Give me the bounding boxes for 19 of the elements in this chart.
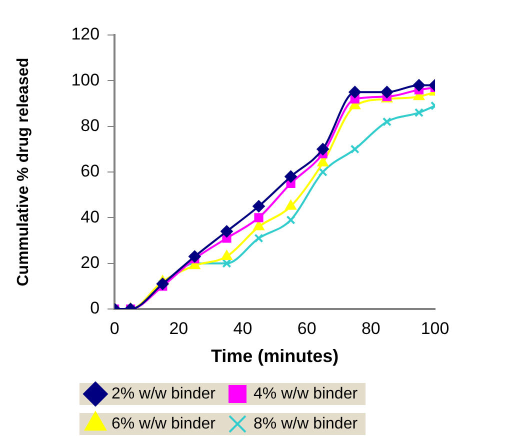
y-tick-label: 40	[80, 207, 100, 226]
y-tick-label: 80	[80, 116, 100, 136]
legend-label: 8% w/w binder	[254, 415, 358, 432]
x-tick-label: 80	[361, 318, 380, 338]
x-tick-label: 20	[169, 318, 188, 338]
y-tick-label: 20	[80, 253, 100, 272]
x-tick-label: 0	[110, 318, 120, 338]
y-tick-label: 100	[71, 70, 100, 90]
x-tick-label: 100	[420, 318, 450, 338]
y-tick-label: 120	[71, 24, 100, 44]
y-tick-label: 60	[80, 162, 100, 181]
x-tick-label: 40	[233, 318, 252, 338]
y-axis-title: Cummulative % drug released	[15, 58, 32, 286]
legend-label: 2% w/w binder	[111, 385, 216, 402]
y-tick-label: 0	[90, 298, 100, 318]
legend-label: 6% w/w binder	[111, 415, 216, 432]
legend-label: 4% w/w binder	[254, 385, 358, 402]
x-axis-title: Time (minutes)	[210, 346, 339, 366]
x-tick-label: 60	[297, 318, 316, 338]
